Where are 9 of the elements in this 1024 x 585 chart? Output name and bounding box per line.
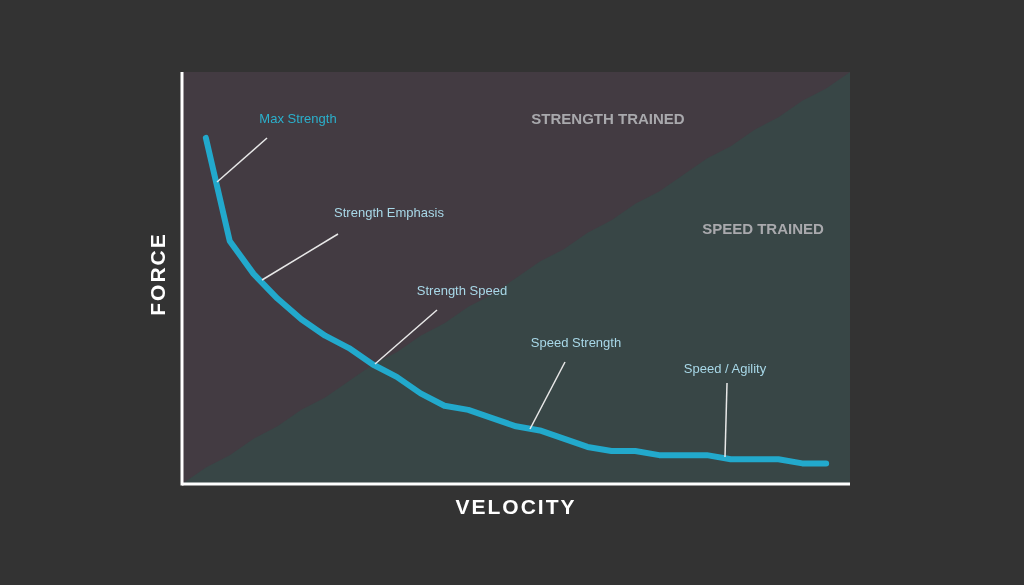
annotation: Strength Speed [416,283,508,299]
y-axis-title: FORCE [145,232,169,316]
x-axis-title: VELOCITY [455,494,577,518]
annotation: Strength Emphasis [334,205,445,221]
annotation: Speed Strength [530,335,622,351]
annotation: Speed / Agility [683,361,767,377]
annotation: SPEED TRAINED [702,219,825,237]
annotation: STRENGTH TRAINED [531,109,685,127]
annotation: Max Strength [259,111,337,127]
